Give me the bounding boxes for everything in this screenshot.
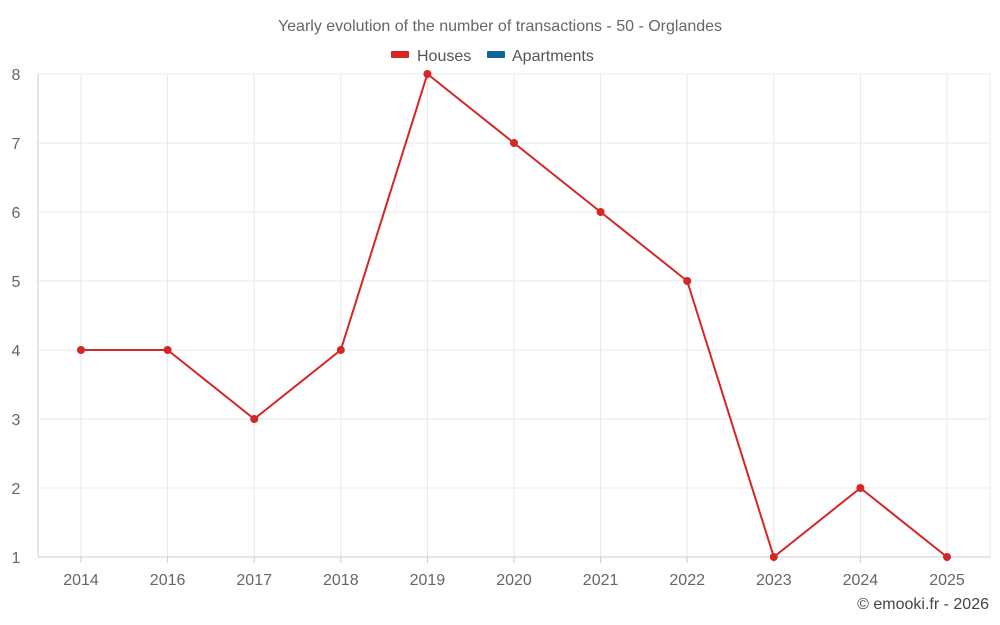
y-axis-ticks: 1 2 3 4 5 6 7 8	[12, 67, 21, 567]
y-tick-label: 2	[12, 481, 21, 498]
data-point-houses-2022[interactable]	[683, 277, 692, 285]
legend-swatch-houses	[391, 51, 409, 58]
y-tick-label: 3	[12, 412, 21, 429]
y-tick-label: 5	[12, 274, 21, 291]
x-tick-label: 2018	[323, 572, 359, 589]
x-tick-label: 2016	[150, 572, 186, 589]
x-tick-label: 2025	[929, 572, 965, 589]
data-point-houses-2025[interactable]	[943, 553, 951, 561]
y-tick-label: 6	[12, 205, 21, 222]
x-tick-label: 2021	[583, 572, 619, 589]
legend-label-apartments[interactable]: Apartments	[512, 48, 594, 65]
chart-title: Yearly evolution of the number of transa…	[278, 18, 722, 35]
x-tick-label: 2023	[756, 572, 792, 589]
data-point-houses-2018[interactable]	[336, 346, 345, 354]
legend-swatch-apartments	[487, 51, 505, 58]
legend-label-houses[interactable]: Houses	[417, 48, 471, 65]
x-tick-label: 2014	[63, 572, 99, 589]
x-tick-label: 2019	[410, 572, 446, 589]
data-point-houses-2019[interactable]	[423, 70, 432, 78]
data-point-houses-2021[interactable]	[596, 208, 605, 216]
data-point-houses-2020[interactable]	[510, 139, 518, 147]
x-tick-label: 2024	[843, 572, 879, 589]
chart-legend: Houses Apartments	[391, 48, 594, 65]
x-tick-label: 2022	[669, 572, 705, 589]
x-axis-ticks: 2014 2016 2017 2018 2019 2020 2021 2022 2023 2024…	[63, 557, 965, 589]
x-tick-label: 2020	[496, 572, 532, 589]
vertical-gridlines	[80, 74, 991, 557]
y-tick-label: 8	[12, 67, 21, 84]
y-tick-label: 1	[12, 550, 21, 567]
data-point-houses-2016[interactable]	[163, 346, 172, 354]
data-point-houses-2023[interactable]	[769, 553, 778, 561]
series-points	[77, 70, 951, 561]
data-point-houses-2024[interactable]	[856, 484, 865, 492]
data-point-houses-2014[interactable]	[77, 346, 85, 354]
x-tick-label: 2017	[236, 572, 272, 589]
y-tick-label: 4	[12, 343, 21, 360]
credit-text: © emooki.fr - 2026	[857, 596, 989, 613]
data-point-houses-2017[interactable]	[250, 415, 259, 423]
y-tick-label: 7	[12, 136, 21, 153]
